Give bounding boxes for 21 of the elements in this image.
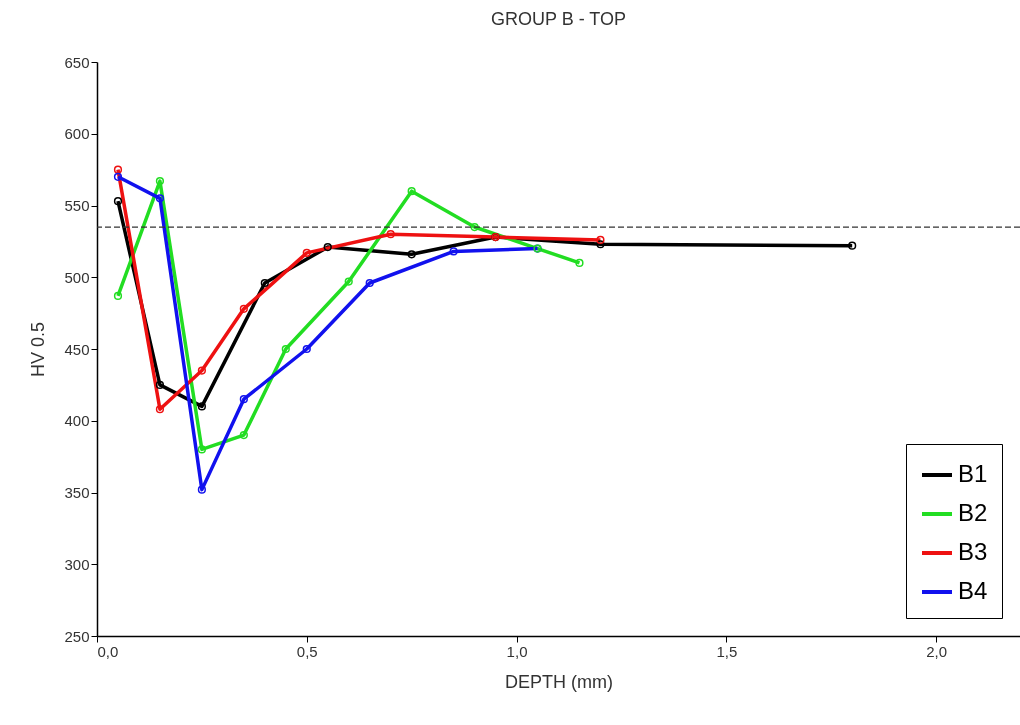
legend-label: B3 (958, 538, 988, 565)
x-tick-label: 1,0 (506, 642, 528, 660)
legend-label: B1 (958, 460, 988, 487)
y-tick-label: 400 (64, 412, 90, 430)
chart-title: GROUP B - TOP (490, 9, 627, 29)
y-tick-label: 300 (64, 555, 90, 573)
legend-label: B2 (958, 499, 988, 526)
y-tick-label: 550 (64, 197, 90, 214)
y-tick-label: 250 (64, 627, 90, 645)
legend-label: B4 (958, 577, 988, 604)
x-tick-label: 0,0 (97, 642, 119, 660)
x-tick-label: 1,5 (716, 642, 738, 660)
x-tick-label: 0,5 (296, 642, 318, 660)
y-tick-label: 500 (64, 268, 90, 286)
y-tick-label: 650 (64, 53, 90, 71)
y-axis-title: HV 0.5 (28, 321, 49, 378)
y-tick-label: 600 (64, 125, 90, 143)
x-axis-title: DEPTH (mm) (505, 671, 613, 692)
x-tick-label: 2,0 (926, 642, 948, 660)
y-tick-label: 450 (64, 340, 90, 358)
y-tick-label: 350 (64, 484, 90, 501)
